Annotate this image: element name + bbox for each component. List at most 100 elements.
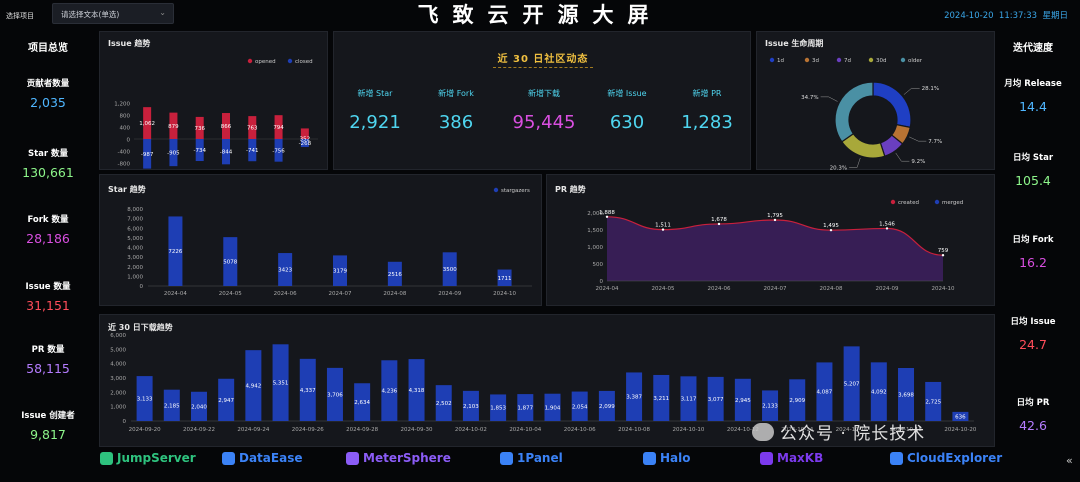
- y-tick-label: 1,200: [114, 102, 130, 108]
- logo-1panel: 1Panel: [500, 451, 563, 465]
- pie-label: 7.7%: [928, 139, 942, 145]
- bar: [218, 378, 235, 421]
- bar: [442, 252, 457, 286]
- data-label: 4,337: [300, 388, 316, 394]
- data-label: 7226: [168, 249, 182, 255]
- x-tick-label: 2024-04: [596, 286, 619, 292]
- issue-cycle-title: Issue 生命周期: [765, 39, 824, 48]
- data-label: 3,706: [327, 392, 343, 398]
- data-label: 879: [168, 124, 179, 130]
- pr-trend-chart: 2,000 1,500 1,000 500 0 1,888 2024-04 1,511 2024…: [587, 199, 963, 292]
- bar: [734, 378, 751, 421]
- velocity-value: 24.7: [1019, 337, 1047, 352]
- data-label: 3,133: [137, 397, 153, 403]
- overview-value: 130,661: [22, 165, 74, 180]
- data-label: 763: [247, 126, 258, 132]
- community-label: 新增 PR: [692, 89, 722, 98]
- issue-trend-chart: 1,2008004000-400-800-1,2001,062-987879-9…: [114, 58, 318, 169]
- legend-label: 3d: [812, 58, 819, 64]
- collapse-arrow-icon[interactable]: «: [1066, 454, 1073, 467]
- velocity-value: 14.4: [1019, 99, 1047, 114]
- bar: [680, 376, 697, 421]
- x-tick-label: 2024-04: [164, 291, 187, 297]
- community-value: 95,445: [512, 112, 576, 133]
- data-label: 2,103: [463, 404, 479, 410]
- community-value: 1,283: [681, 112, 733, 133]
- y-tick-label: 0: [127, 138, 131, 144]
- data-label: 4,087: [817, 390, 833, 396]
- data-label: 3,211: [653, 396, 669, 402]
- data-label: 866: [221, 124, 232, 130]
- bar: [490, 394, 507, 421]
- y-tick-label: 8,000: [127, 207, 143, 213]
- pie-slice: [872, 81, 912, 129]
- pr-trend-panel: PR 趋势 2,000 1,500 1,000 500 0 1,888 2024-04 1,5…: [546, 174, 995, 306]
- bar: [571, 391, 588, 421]
- x-tick-label: 2024-05: [652, 286, 675, 292]
- data-label: -844: [220, 150, 233, 156]
- y-tick-label: -800: [118, 162, 131, 168]
- pie-leader: [895, 152, 910, 162]
- data-label: 2,947: [218, 398, 234, 404]
- community-title-underline: [493, 67, 593, 68]
- legend-marker: [493, 187, 499, 193]
- data-label: 794: [273, 125, 284, 131]
- x-tick-label: 2024-05: [219, 291, 242, 297]
- data-label: 3,387: [626, 395, 642, 401]
- project-select[interactable]: 请选择文本(单选) ⌄: [52, 3, 174, 24]
- data-label: 759: [938, 248, 949, 254]
- velocity-value: 42.6: [1019, 418, 1047, 433]
- overview-value: 2,035: [30, 95, 66, 110]
- legend-label: 30d: [876, 58, 887, 64]
- data-label: -741: [246, 148, 258, 154]
- community-panel: 近 30 日社区动态 新增 Star 2,921 新增 Fork 386 新增下载 95,…: [333, 31, 751, 170]
- pie-leader: [909, 136, 927, 142]
- data-label: 1,877: [517, 406, 533, 412]
- y-tick-label: 4,000: [127, 246, 143, 252]
- data-label: 2,634: [354, 400, 370, 406]
- x-tick-label: 2024-10: [493, 291, 516, 297]
- wechat-icon: [752, 422, 774, 441]
- bar-opened: [300, 128, 309, 139]
- bar: [626, 372, 643, 421]
- bar: [517, 394, 534, 421]
- community-value: 386: [438, 112, 474, 133]
- bar-closed: [143, 139, 152, 169]
- bar-opened: [195, 116, 204, 139]
- bar-opened: [143, 107, 152, 139]
- x-tick-label: 2024-06: [708, 286, 731, 292]
- project-select-placeholder: 请选择文本(单选): [61, 10, 120, 19]
- velocity-label: 日均 Star: [1012, 153, 1054, 163]
- watermark: 公众号 · 院长技术: [752, 419, 925, 444]
- overview-label: Star 数量: [27, 149, 69, 159]
- x-tick-label: 2024-06: [274, 291, 297, 297]
- y-tick-label: 0: [140, 284, 144, 290]
- data-label: 1,062: [139, 121, 155, 127]
- y-tick-label: 1,000: [110, 405, 126, 411]
- velocity-column: 迭代速度 月均 Release 14.4 日均 Star 105.4 日均 Fork 16…: [1000, 30, 1080, 450]
- y-tick-label: 400: [120, 126, 131, 132]
- community-value: 630: [609, 112, 645, 133]
- velocity-label: 日均 Issue: [1010, 317, 1056, 327]
- overview-label: Issue 创建者: [21, 411, 75, 421]
- data-point: [941, 253, 945, 257]
- bar: [952, 411, 969, 421]
- downloads-title: 近 30 日下载趋势: [108, 323, 173, 332]
- y-tick-label: 3,000: [127, 255, 143, 261]
- data-label: 3,077: [708, 397, 724, 403]
- bar: [816, 362, 833, 421]
- x-tick-label: 2024-07: [764, 286, 787, 292]
- page-title: 飞致云开源大屏: [417, 3, 663, 27]
- data-point: [661, 228, 665, 231]
- data-label: -734: [193, 148, 206, 154]
- bar: [653, 374, 670, 421]
- bar: [272, 344, 289, 421]
- data-label: 1711: [498, 276, 512, 282]
- bar-closed: [169, 139, 178, 167]
- logo-icon: [100, 451, 113, 465]
- legend-marker: [804, 57, 810, 63]
- overview-value: 9,817: [30, 427, 66, 442]
- data-label: 352: [300, 136, 311, 142]
- pie-label: 28.1%: [922, 86, 939, 92]
- bar: [762, 390, 779, 421]
